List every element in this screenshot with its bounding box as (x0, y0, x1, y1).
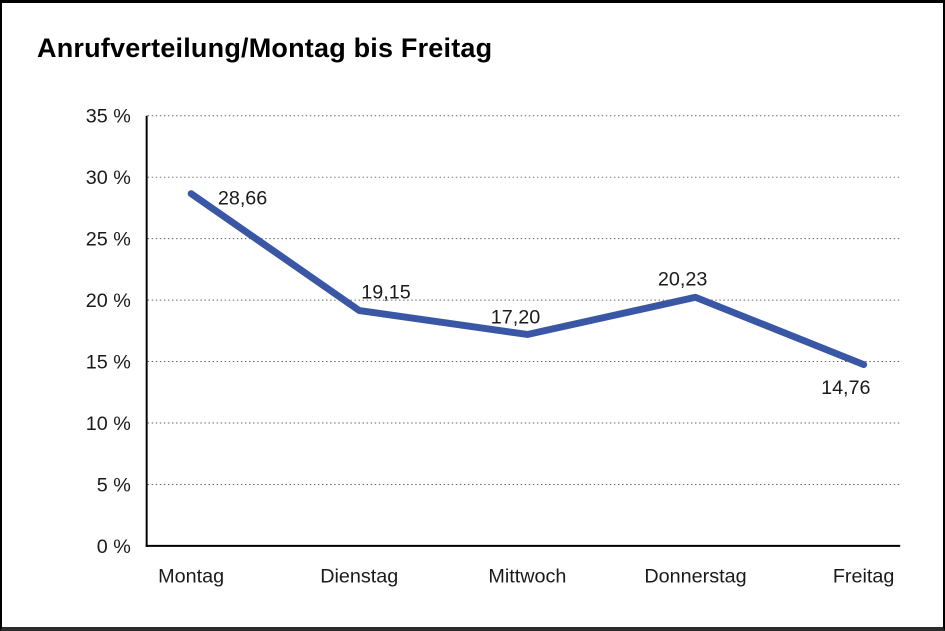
x-tick-label: Dienstag (320, 565, 398, 587)
y-tick-label: 35 % (86, 106, 131, 128)
data-series-line (187, 190, 868, 369)
y-tick-label: 0 % (97, 536, 131, 558)
y-tick-label: 15 % (86, 351, 131, 373)
x-tick-label: Freitag (833, 565, 895, 587)
data-point-label: 19,15 (361, 282, 410, 304)
data-point-label: 28,66 (218, 188, 267, 210)
data-point-label: 20,23 (658, 268, 707, 290)
chart-title: Anrufverteilung/Montag bis Freitag (37, 33, 493, 63)
line-chart: 0 % 5 % 10 % 15 % 20 % 25 % 30 % 35 % Montag Dien… (86, 106, 901, 587)
y-tick-label: 30 % (86, 167, 131, 189)
y-tick-label: 20 % (86, 290, 131, 312)
y-tick-label: 5 % (97, 474, 131, 496)
data-point-label: 17,20 (491, 307, 540, 329)
x-tick-label: Montag (158, 565, 224, 587)
x-tick-label: Mittwoch (488, 565, 566, 587)
x-tick-label: Donnerstag (644, 565, 746, 587)
data-point-label: 14,76 (821, 377, 870, 399)
y-tick-label: 10 % (86, 413, 131, 435)
y-tick-label: 25 % (86, 229, 131, 251)
